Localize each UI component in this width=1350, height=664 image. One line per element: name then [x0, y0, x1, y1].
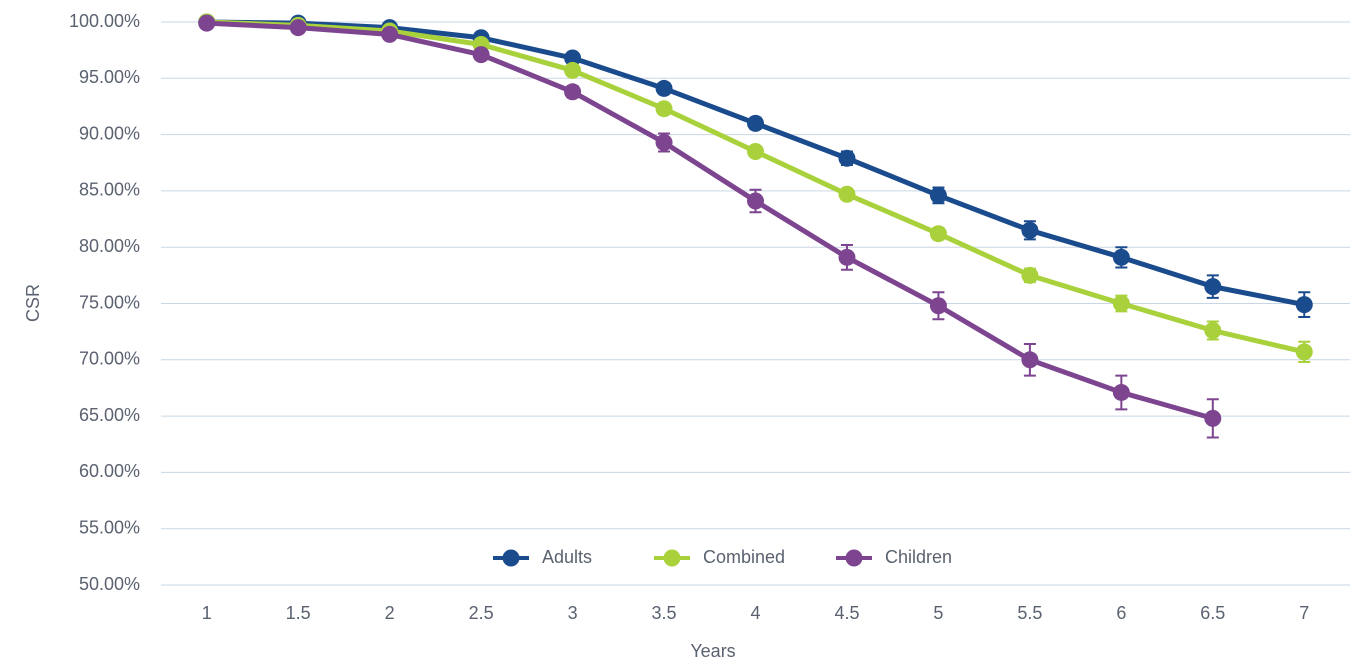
point [1112, 295, 1130, 312]
y-tick-label: 65.00% [79, 405, 140, 425]
point [655, 79, 673, 97]
x-tick-label: 1.5 [286, 603, 311, 623]
point [929, 225, 947, 243]
point [1021, 351, 1039, 369]
y-axis-label: CSR [23, 284, 43, 322]
point [472, 46, 490, 64]
y-tick-label: 95.00% [79, 67, 140, 87]
x-tick-label: 1 [202, 603, 212, 623]
legend-label: Adults [542, 547, 592, 567]
point [929, 297, 947, 315]
x-tick-label: 4.5 [834, 603, 859, 623]
point [381, 25, 399, 43]
point [747, 114, 764, 132]
point [1112, 383, 1130, 401]
point [564, 61, 582, 79]
y-tick-label: 50.00% [79, 574, 140, 594]
point [929, 186, 947, 204]
point [564, 83, 582, 101]
x-tick-label: 2 [385, 603, 395, 623]
legend-marker [663, 549, 681, 567]
series-line [206, 19, 1305, 308]
point [1021, 221, 1039, 239]
x-tick-label: 5.5 [1017, 603, 1042, 623]
y-tick-label: 90.00% [79, 123, 140, 143]
point [838, 248, 856, 266]
point [1112, 248, 1130, 266]
legend-label: Combined [703, 547, 785, 567]
point [747, 142, 764, 160]
y-tick-label: 80.00% [79, 236, 140, 256]
x-tick-label: 7 [1299, 603, 1309, 623]
point [838, 149, 856, 167]
x-tick-label: 2.5 [469, 603, 494, 623]
x-axis-label: Years [690, 641, 735, 661]
series-line [206, 19, 1305, 355]
legend-label: Children [885, 547, 952, 567]
point [1295, 296, 1313, 314]
y-tick-label: 55.00% [79, 517, 140, 537]
x-tick-label: 3 [568, 603, 578, 623]
point [1204, 322, 1222, 340]
y-tick-label: 75.00% [79, 292, 140, 312]
y-tick-label: 100.00% [69, 11, 140, 31]
x-tick-label: 6 [1116, 603, 1126, 623]
point [1204, 409, 1222, 427]
point [747, 192, 764, 210]
point [1021, 266, 1039, 284]
point [655, 100, 673, 118]
y-tick-label: 60.00% [79, 461, 140, 481]
x-tick-label: 6.5 [1200, 603, 1225, 623]
y-tick-label: 70.00% [79, 349, 140, 369]
point [564, 49, 582, 67]
series-line [206, 20, 1214, 421]
point [1204, 278, 1222, 296]
legend-marker [845, 549, 863, 567]
x-tick-label: 5 [933, 603, 943, 623]
point [1295, 343, 1313, 361]
x-tick-label: 3.5 [652, 603, 677, 623]
point [838, 185, 856, 203]
point [198, 14, 216, 32]
point [289, 19, 307, 37]
point [655, 133, 673, 151]
legend-marker [502, 549, 520, 567]
x-tick-label: 4 [750, 603, 760, 623]
y-tick-label: 85.00% [79, 180, 140, 200]
